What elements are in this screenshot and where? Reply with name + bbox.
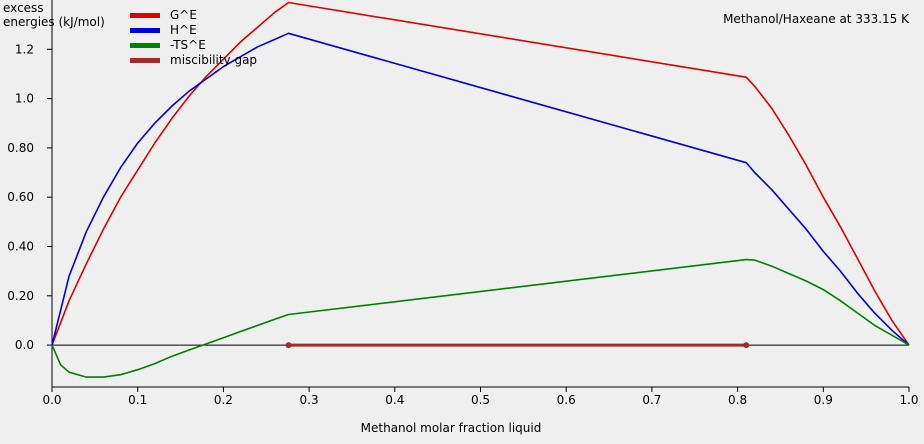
chart-title: Methanol/Haxeane at 333.15 K	[723, 12, 910, 26]
y-axis-label-line-2: energies (kJ/mol)	[3, 15, 105, 29]
y-tick-label: 0.40	[7, 239, 34, 253]
x-tick-label: 0.1	[128, 393, 147, 407]
y-tick-label: 0.20	[7, 289, 34, 303]
series-line-0	[51, 1, 910, 346]
x-tick-label: 0.3	[300, 393, 319, 407]
x-axis-ticks: 0.0 0.1 0.2 0.3 0.4 0.5 0.6 0.7 0.8 0.9 1.0	[42, 387, 919, 407]
x-tick-label: 0.2	[214, 393, 233, 407]
x-tick-label: 0.8	[728, 393, 747, 407]
x-tick-label: 0.6	[557, 393, 576, 407]
legend-swatch	[130, 43, 160, 48]
x-axis-label: Methanol molar fraction liquid	[361, 421, 542, 435]
x-tick-label: 0.9	[814, 393, 833, 407]
miscibility-gap-endpoint	[285, 342, 292, 349]
x-tick-label: 0.4	[385, 393, 404, 407]
plot-area	[51, 1, 910, 378]
miscibility-gap-endpoint	[743, 342, 750, 349]
series-line-1	[51, 32, 910, 346]
y-tick-label: 1.2	[15, 42, 34, 56]
y-tick-label: 0.60	[7, 190, 34, 204]
y-axis-label-line-1: excess	[3, 1, 44, 15]
series-line-2	[51, 258, 910, 378]
legend-swatch	[130, 28, 160, 33]
y-tick-label: 0.80	[7, 141, 34, 155]
x-tick-label: 0.0	[42, 393, 61, 407]
legend-label: miscibility gap	[170, 53, 257, 67]
y-axis-ticks: 0.0 0.20 0.40 0.60 0.80 1.0 1.2	[7, 42, 52, 352]
legend-label: G^E	[170, 8, 197, 22]
legend-label: -TS^E	[170, 38, 206, 52]
y-tick-label: 1.0	[15, 92, 34, 106]
y-tick-label: 0.0	[15, 338, 34, 352]
legend-swatch	[130, 58, 160, 63]
x-tick-label: 0.5	[471, 393, 490, 407]
x-tick-label: 0.7	[642, 393, 661, 407]
legend-label: H^E	[170, 23, 197, 37]
legend-swatch	[130, 13, 160, 18]
x-tick-label: 1.0	[899, 393, 918, 407]
